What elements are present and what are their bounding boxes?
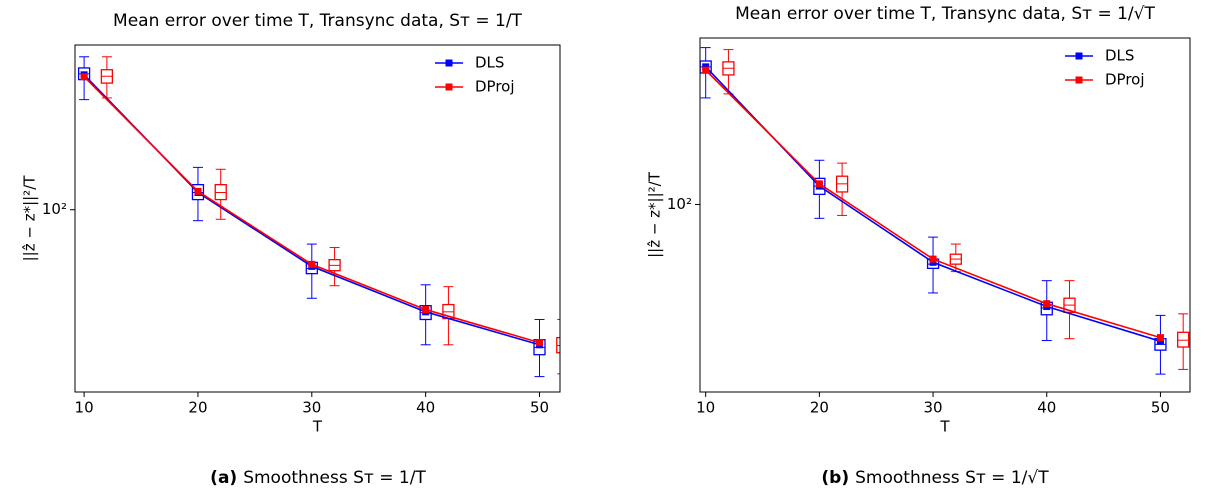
- x-tick-label: 10: [696, 399, 715, 417]
- legend-marker: [1075, 52, 1083, 60]
- x-tick-label: 20: [810, 399, 829, 417]
- legend-marker: [445, 83, 453, 91]
- x-tick-label: 10: [75, 399, 94, 417]
- mean-line: [705, 66, 1161, 343]
- mean-marker: [536, 339, 544, 347]
- caption-text: Smoothness Sᴛ = 1/√T: [855, 468, 1049, 488]
- mean-line: [83, 74, 540, 346]
- x-tick-label: 20: [188, 399, 207, 417]
- mean-marker: [194, 187, 202, 195]
- box: [1177, 331, 1190, 348]
- chart-title: Mean error over time T, Transync data, S…: [735, 4, 1155, 24]
- legend-marker: [1075, 76, 1083, 84]
- x-tick-label: 30: [924, 399, 943, 417]
- x-tick-label: 30: [302, 399, 321, 417]
- caption: (b) Smoothness Sᴛ = 1/√T: [821, 468, 1049, 488]
- x-axis-label: T: [939, 418, 950, 436]
- y-axis-label: ||ẑ − z*||²/T: [21, 175, 39, 262]
- legend-label: DLS: [1105, 47, 1134, 65]
- x-tick-label: 50: [1151, 399, 1170, 417]
- x-axis-label: T: [312, 418, 323, 436]
- legend-label: DProj: [475, 78, 515, 96]
- plot-area: [77, 56, 560, 378]
- mean-line: [83, 76, 540, 344]
- mean-marker: [80, 73, 88, 81]
- mean-marker: [422, 306, 430, 314]
- x-tick-label: 50: [530, 399, 549, 417]
- x-tick-label: 40: [1037, 399, 1056, 417]
- mean-marker: [815, 180, 823, 188]
- mean-marker: [1156, 334, 1164, 342]
- mean-marker: [702, 66, 710, 74]
- legend-marker: [445, 59, 453, 67]
- plot-area: [700, 47, 1190, 375]
- caption: (a) Smoothness Sᴛ = 1/T: [210, 468, 426, 488]
- mean-marker: [1156, 337, 1164, 345]
- mean-line: [705, 69, 1161, 339]
- axes-frame: [74, 44, 561, 393]
- y-tick-label: 10²: [42, 200, 67, 218]
- y-tick-label: 10²: [667, 195, 692, 213]
- caption-label: (a): [210, 468, 237, 488]
- x-tick-label: 40: [416, 399, 435, 417]
- chart-title: Mean error over time T, Transync data, S…: [113, 11, 522, 31]
- y-axis-label: ||ẑ − z*||²/T: [646, 171, 664, 258]
- mean-marker: [308, 260, 316, 268]
- legend-label: DLS: [475, 54, 504, 72]
- mean-marker: [1043, 300, 1051, 308]
- mean-marker: [929, 255, 937, 263]
- caption-text: Smoothness Sᴛ = 1/T: [243, 468, 426, 488]
- legend-label: DProj: [1105, 71, 1145, 89]
- axes-frame: [699, 37, 1191, 393]
- caption-label: (b): [821, 468, 849, 488]
